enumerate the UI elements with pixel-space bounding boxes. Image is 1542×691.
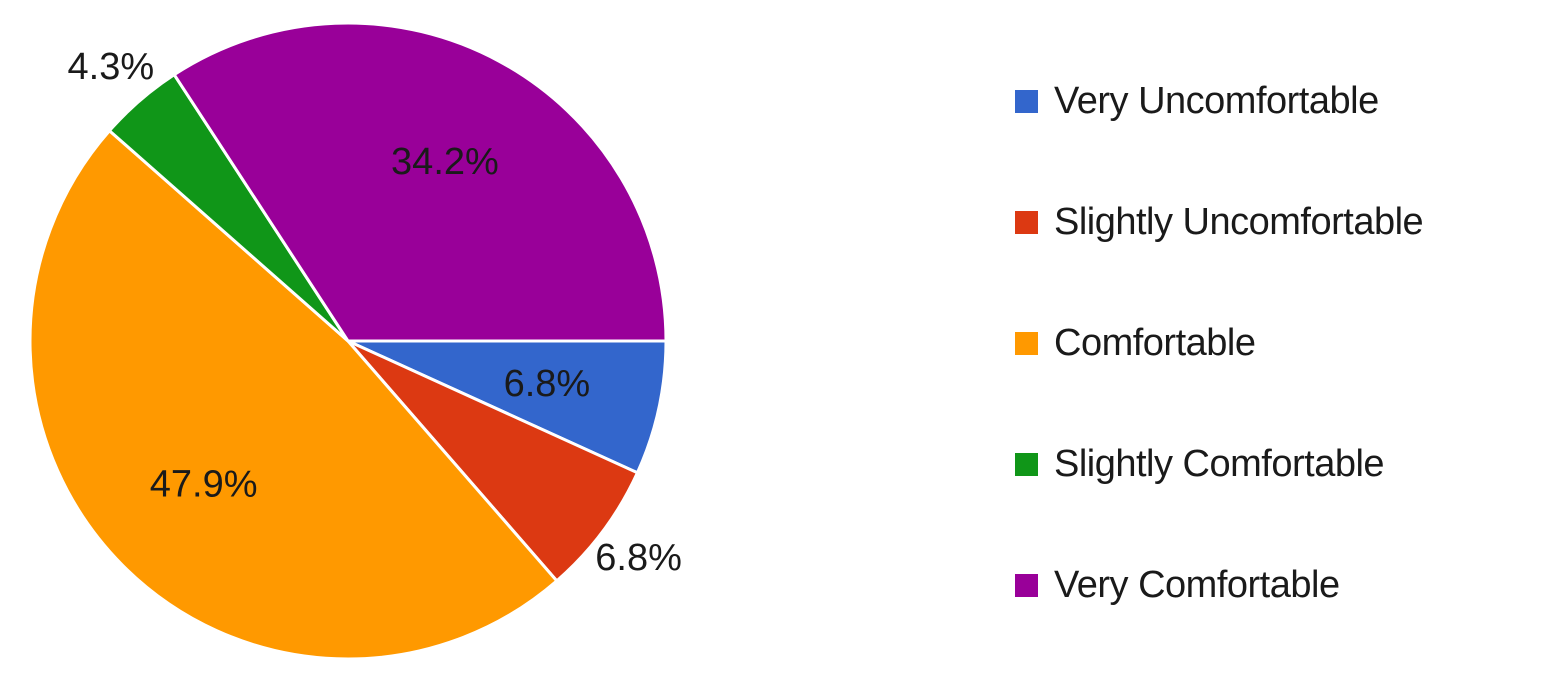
slice-label-comfortable: 47.9% xyxy=(150,463,258,505)
legend-item-very-uncomfortable: Very Uncomfortable xyxy=(1015,70,1423,132)
pie-slice-labels: 6.8% 6.8% 47.9% 4.3% 34.2% xyxy=(68,46,682,579)
slice-label-slightly-comfortable: 4.3% xyxy=(68,46,155,88)
pie-slice-slightly-uncomfortable xyxy=(346,339,639,583)
chart-legend: Very Uncomfortable Slightly Uncomfortabl… xyxy=(1015,70,1424,616)
legend-item-slightly-comfortable: Slightly Comfortable xyxy=(1015,433,1423,495)
legend-swatch-slightly-uncomfortable xyxy=(1015,210,1038,234)
legend-item-comfortable: Comfortable xyxy=(1015,312,1423,374)
legend-item-very-comfortable: Very Comfortable xyxy=(1015,554,1423,616)
slice-label-very-comfortable: 34.2% xyxy=(391,141,499,183)
pie-slice-very-uncomfortable xyxy=(346,339,668,475)
pie-slices xyxy=(28,21,668,661)
legend-label-slightly-uncomfortable: Slightly Uncomfortable xyxy=(1054,200,1424,243)
legend-label-slightly-comfortable: Slightly Comfortable xyxy=(1054,442,1385,485)
pie-slice-very-comfortable xyxy=(172,21,668,343)
legend-swatch-comfortable xyxy=(1015,331,1038,355)
legend-swatch-very-comfortable xyxy=(1015,573,1038,597)
legend-swatch-very-uncomfortable xyxy=(1015,89,1038,113)
legend-item-slightly-uncomfortable: Slightly Uncomfortable xyxy=(1015,191,1424,253)
pie-slice-comfortable xyxy=(28,129,559,661)
slice-label-very-uncomfortable: 6.8% xyxy=(504,363,591,405)
legend-label-very-uncomfortable: Very Uncomfortable xyxy=(1054,79,1379,122)
legend-label-very-comfortable: Very Comfortable xyxy=(1054,563,1340,606)
legend-swatch-slightly-comfortable xyxy=(1015,452,1038,476)
legend-label-comfortable: Comfortable xyxy=(1054,321,1256,364)
slice-label-slightly-uncomfortable: 6.8% xyxy=(595,537,682,579)
